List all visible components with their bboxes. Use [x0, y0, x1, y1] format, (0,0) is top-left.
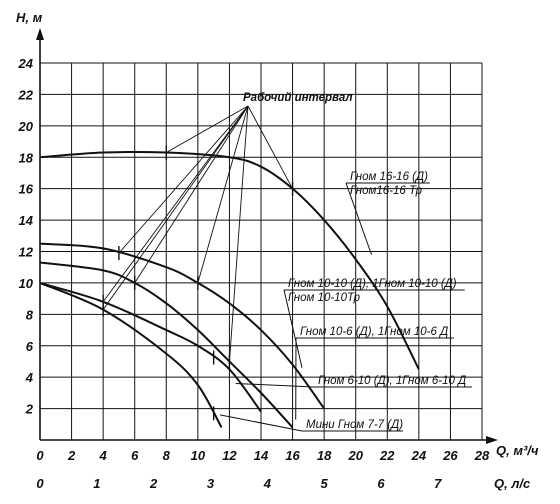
work-range-annotation: Рабочий интервал — [243, 92, 353, 104]
curve-line — [39, 150, 420, 370]
curve-label-text: Гном 6-10 (Д), 1Гном 6-10 Д — [318, 375, 466, 387]
curve-line — [39, 261, 294, 429]
x2-tick-label: 5 — [321, 476, 329, 491]
curve-label-text: Гном 10-10Тр — [288, 292, 361, 304]
y-tick-label: 22 — [18, 87, 34, 102]
y-tick-label: 20 — [18, 119, 34, 134]
x-tick-label: 20 — [347, 448, 363, 463]
x-tick-label: 18 — [317, 448, 332, 463]
x-tick-label: 2 — [67, 448, 76, 463]
x-tick-label: 12 — [222, 448, 237, 463]
x-tick-label: 24 — [411, 448, 427, 463]
x-tick-label: 16 — [285, 448, 300, 463]
y-axis-arrow — [36, 28, 44, 40]
annotation-leader — [247, 105, 293, 189]
axes — [36, 28, 498, 444]
y-tick-label: 24 — [18, 56, 34, 71]
x2-axis-title: Q, л/с — [494, 476, 531, 491]
annotation-leader — [102, 105, 249, 303]
y-tick-label: 18 — [19, 150, 34, 165]
annotation-leader — [102, 105, 249, 310]
y-tick-label: 4 — [25, 370, 34, 385]
x2-tick-label: 6 — [377, 476, 385, 491]
curve-label-leader — [219, 414, 303, 432]
curve-label-text: Гном 16-16 (Д) — [350, 171, 428, 183]
curve-line — [39, 281, 262, 413]
x-tick-label: 10 — [191, 448, 206, 463]
y-axis-title: H, м — [16, 10, 43, 25]
x-tick-label: 26 — [442, 448, 458, 463]
x-tick-label: 4 — [99, 448, 108, 463]
x-tick-label: 0 — [36, 448, 44, 463]
x-axis-arrow — [486, 436, 498, 444]
x2-tick-label: 7 — [434, 476, 442, 491]
annotation-leader — [134, 105, 249, 284]
x-axis-title: Q, м³/ч — [496, 443, 539, 458]
y-tick-label: 8 — [26, 307, 34, 322]
y-tick-label: 10 — [19, 276, 34, 291]
y-tick-label: 2 — [25, 402, 34, 417]
annotation-leader — [118, 105, 249, 254]
curve-label-text: Гном16-16 Тр — [350, 185, 423, 197]
x-tick-label: 22 — [379, 448, 395, 463]
x-tick-label: 6 — [131, 448, 139, 463]
x-tick-label: 28 — [474, 448, 490, 463]
y-tick-label: 14 — [19, 213, 34, 228]
curve-label-text: Гном 10-10 (Д), 1Гном 10-10 (Д) — [288, 278, 457, 290]
x-tick-label: 8 — [163, 448, 171, 463]
x2-tick-label: 3 — [207, 476, 215, 491]
annotation-leader — [197, 105, 249, 284]
y-tick-label: 6 — [26, 339, 34, 354]
curve-label-leader — [235, 382, 315, 388]
label-leaders — [102, 105, 293, 362]
x2-tick-label: 2 — [149, 476, 158, 491]
curve-label-text: Гном 10-6 (Д), 1Гном 10-6 Д — [300, 326, 448, 338]
curve-label-leader — [345, 182, 372, 255]
curve-labels: Гном 16-16 (Д) Гном16-16 Тр Гном 10-10 (Д)… — [219, 171, 472, 432]
annotation-leader — [228, 105, 249, 362]
curve-label-leader — [283, 289, 303, 368]
x2-tick-label: 4 — [263, 476, 272, 491]
y-tick-label: 12 — [19, 245, 34, 260]
x2-tick-label: 1 — [93, 476, 100, 491]
y-tick-label: 16 — [19, 182, 34, 197]
curve-label-text: Мини Гном 7-7 (Д) — [306, 419, 403, 431]
x-tick-label: 14 — [254, 448, 269, 463]
curve-line — [39, 281, 223, 428]
x2-tick-label: 0 — [36, 476, 44, 491]
curve-line — [39, 242, 325, 410]
annotation-leader — [166, 105, 249, 153]
curves — [39, 145, 420, 429]
